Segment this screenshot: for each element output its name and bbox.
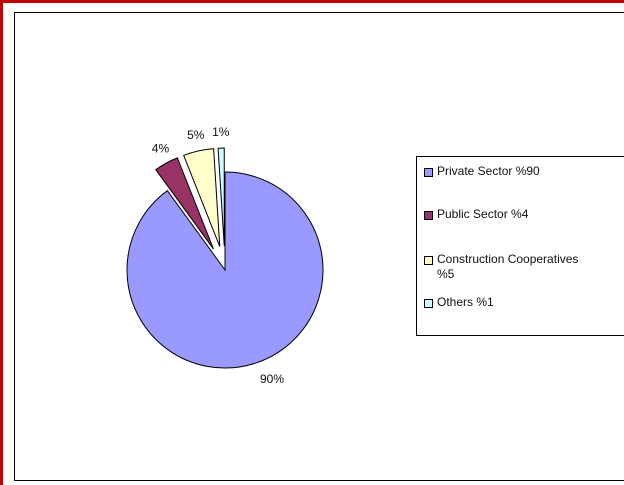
data-label-others: 1%: [212, 125, 230, 139]
legend: Private Sector %90 Public Sector %4 Cons…: [416, 156, 624, 336]
pie-slice-private: [126, 171, 324, 369]
legend-label-public: Public Sector %4: [437, 207, 529, 221]
legend-label-private: Private Sector %90: [437, 164, 540, 178]
legend-swatch-cooperatives: [424, 256, 433, 265]
data-label-public: 4%: [152, 142, 170, 156]
pie-slice-cooperatives: [183, 148, 221, 247]
data-label-cooperatives: 5%: [187, 128, 205, 142]
legend-swatch-private: [424, 168, 433, 177]
legend-label-others: Others %1: [437, 295, 494, 309]
pie-slice-others: [217, 147, 225, 247]
data-label-private: 90%: [260, 372, 284, 386]
legend-swatch-public: [424, 211, 433, 220]
legend-swatch-others: [424, 299, 433, 308]
pie-slice-public: [155, 157, 214, 250]
legend-label-cooperatives: Construction Cooperatives %5: [437, 252, 579, 281]
